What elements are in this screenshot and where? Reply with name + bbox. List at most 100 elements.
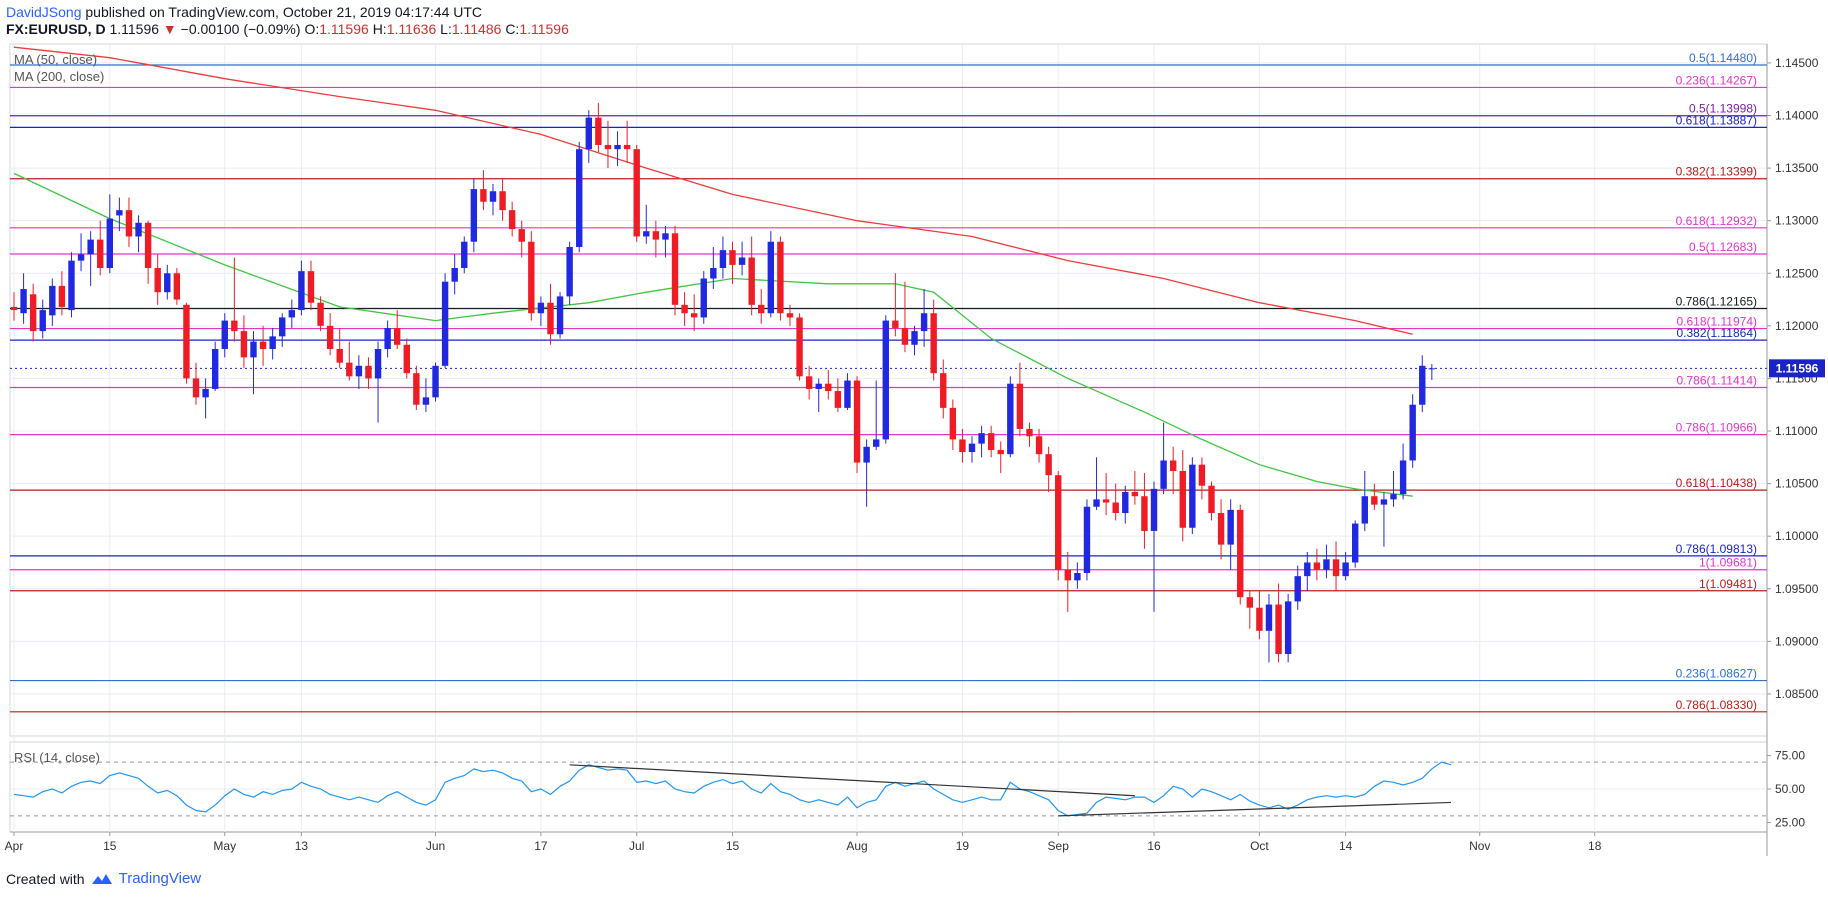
candle-body <box>480 189 487 202</box>
candle-body <box>1007 383 1014 455</box>
last-price: 1.11596 <box>109 21 160 37</box>
publish-line: DavidJSong published on TradingView.com,… <box>6 4 482 20</box>
price-change: −0.00100 (−0.09%) <box>180 21 301 37</box>
price-tick-label: 1.10000 <box>1775 529 1819 543</box>
time-tick-label: 14 <box>1339 839 1353 853</box>
candle-body <box>786 313 794 318</box>
candle-body <box>1246 597 1254 608</box>
candle-body <box>49 285 56 316</box>
candle-body <box>470 189 478 242</box>
candle-body <box>719 250 727 269</box>
candle-body <box>97 239 104 269</box>
candle-body <box>518 229 525 242</box>
symbol-label[interactable]: FX:EURUSD, D <box>6 21 106 37</box>
candle-body <box>1227 509 1234 545</box>
candle-body <box>1064 569 1071 581</box>
candle-body <box>844 380 851 408</box>
author-link[interactable]: DavidJSong <box>6 4 82 20</box>
rsi-trendline <box>569 764 1135 797</box>
candle-body <box>173 273 181 300</box>
level-label: 0.618(1.10438) <box>1676 476 1757 490</box>
candle-body <box>221 320 228 349</box>
candle-body <box>566 246 573 297</box>
candle-body <box>1179 470 1186 528</box>
close-label: C: <box>505 21 520 37</box>
candle-body <box>183 304 190 379</box>
candle-body <box>576 149 583 247</box>
candle-body <box>556 296 564 335</box>
candle-body <box>1160 460 1167 489</box>
published-text: published on TradingView.com, October 21… <box>85 4 483 20</box>
candle-body <box>729 250 736 265</box>
candle-body <box>211 348 219 389</box>
rsi-line <box>13 761 1452 817</box>
ma200-legend[interactable]: MA (200, close) <box>14 69 105 84</box>
candle-body <box>614 144 621 150</box>
candle-body <box>1390 494 1397 500</box>
candle-body <box>547 302 554 335</box>
price-tick-label: 1.13500 <box>1775 161 1819 175</box>
candle-body <box>374 348 382 379</box>
candle-body <box>413 373 420 405</box>
rsi-trendline <box>1058 801 1452 817</box>
candle-body <box>1208 485 1215 514</box>
candle-body <box>508 210 516 230</box>
price-tick-label: 1.12000 <box>1775 319 1819 333</box>
candle-body <box>777 241 784 314</box>
candle-body <box>1074 572 1081 581</box>
time-tick-label: Sep <box>1048 839 1070 853</box>
candle-body <box>106 218 113 269</box>
time-tick-label: May <box>213 839 236 853</box>
tradingview-brand[interactable]: TradingView <box>118 870 202 887</box>
ma50-line <box>13 172 1413 497</box>
candle-body <box>451 268 458 282</box>
rsi-legend[interactable]: RSI (14, close) <box>14 750 100 765</box>
candle-body <box>1217 513 1225 545</box>
candle-body <box>489 191 497 202</box>
candle-body <box>202 388 209 398</box>
candle-body <box>959 439 966 453</box>
rsi-tick-label: 75.00 <box>1775 748 1805 762</box>
ma50-legend[interactable]: MA (50, close) <box>14 52 98 67</box>
level-label: 0.786(1.10966) <box>1676 421 1757 435</box>
price-tick-label: 1.12500 <box>1775 266 1819 280</box>
candle-body <box>1323 559 1330 570</box>
candle-body <box>978 433 985 444</box>
candle-body <box>911 331 918 345</box>
level-label: 0.5(1.13998) <box>1689 102 1757 116</box>
candle-body <box>1035 436 1043 455</box>
candle-body <box>873 439 880 447</box>
level-label: 0.786(1.09813) <box>1676 542 1757 556</box>
candle-body <box>662 233 669 240</box>
candle-body <box>537 302 545 314</box>
candle-body <box>652 231 660 240</box>
high-value: 1.11636 <box>386 21 437 37</box>
candle-body <box>279 317 286 337</box>
candle-body <box>1371 496 1378 505</box>
candle-body <box>1265 604 1273 631</box>
candle-body <box>29 294 37 332</box>
candle-body <box>987 433 995 450</box>
candle-body <box>269 336 276 349</box>
time-tick-label: Jun <box>426 839 445 853</box>
level-label: 0.618(1.11974) <box>1676 315 1757 329</box>
candle-body <box>499 191 506 211</box>
low-value: 1.11486 <box>451 21 502 37</box>
candle-body <box>681 304 688 314</box>
close-value: 1.11596 <box>519 21 569 37</box>
candle-body <box>1380 499 1388 505</box>
candle-body <box>834 391 842 408</box>
current-price-label: 1.11596 <box>1776 361 1819 375</box>
candle-body <box>930 313 937 374</box>
rsi-pane-frame <box>9 741 1768 833</box>
time-tick-label: Jul <box>629 839 644 853</box>
candle-body <box>317 302 324 326</box>
candle-body <box>1169 460 1177 471</box>
candle-body <box>164 273 171 293</box>
candle-body <box>604 144 612 150</box>
price-tick-label: 1.10500 <box>1775 477 1819 491</box>
candles-group <box>10 102 1436 663</box>
time-tick-label: 13 <box>295 839 309 853</box>
